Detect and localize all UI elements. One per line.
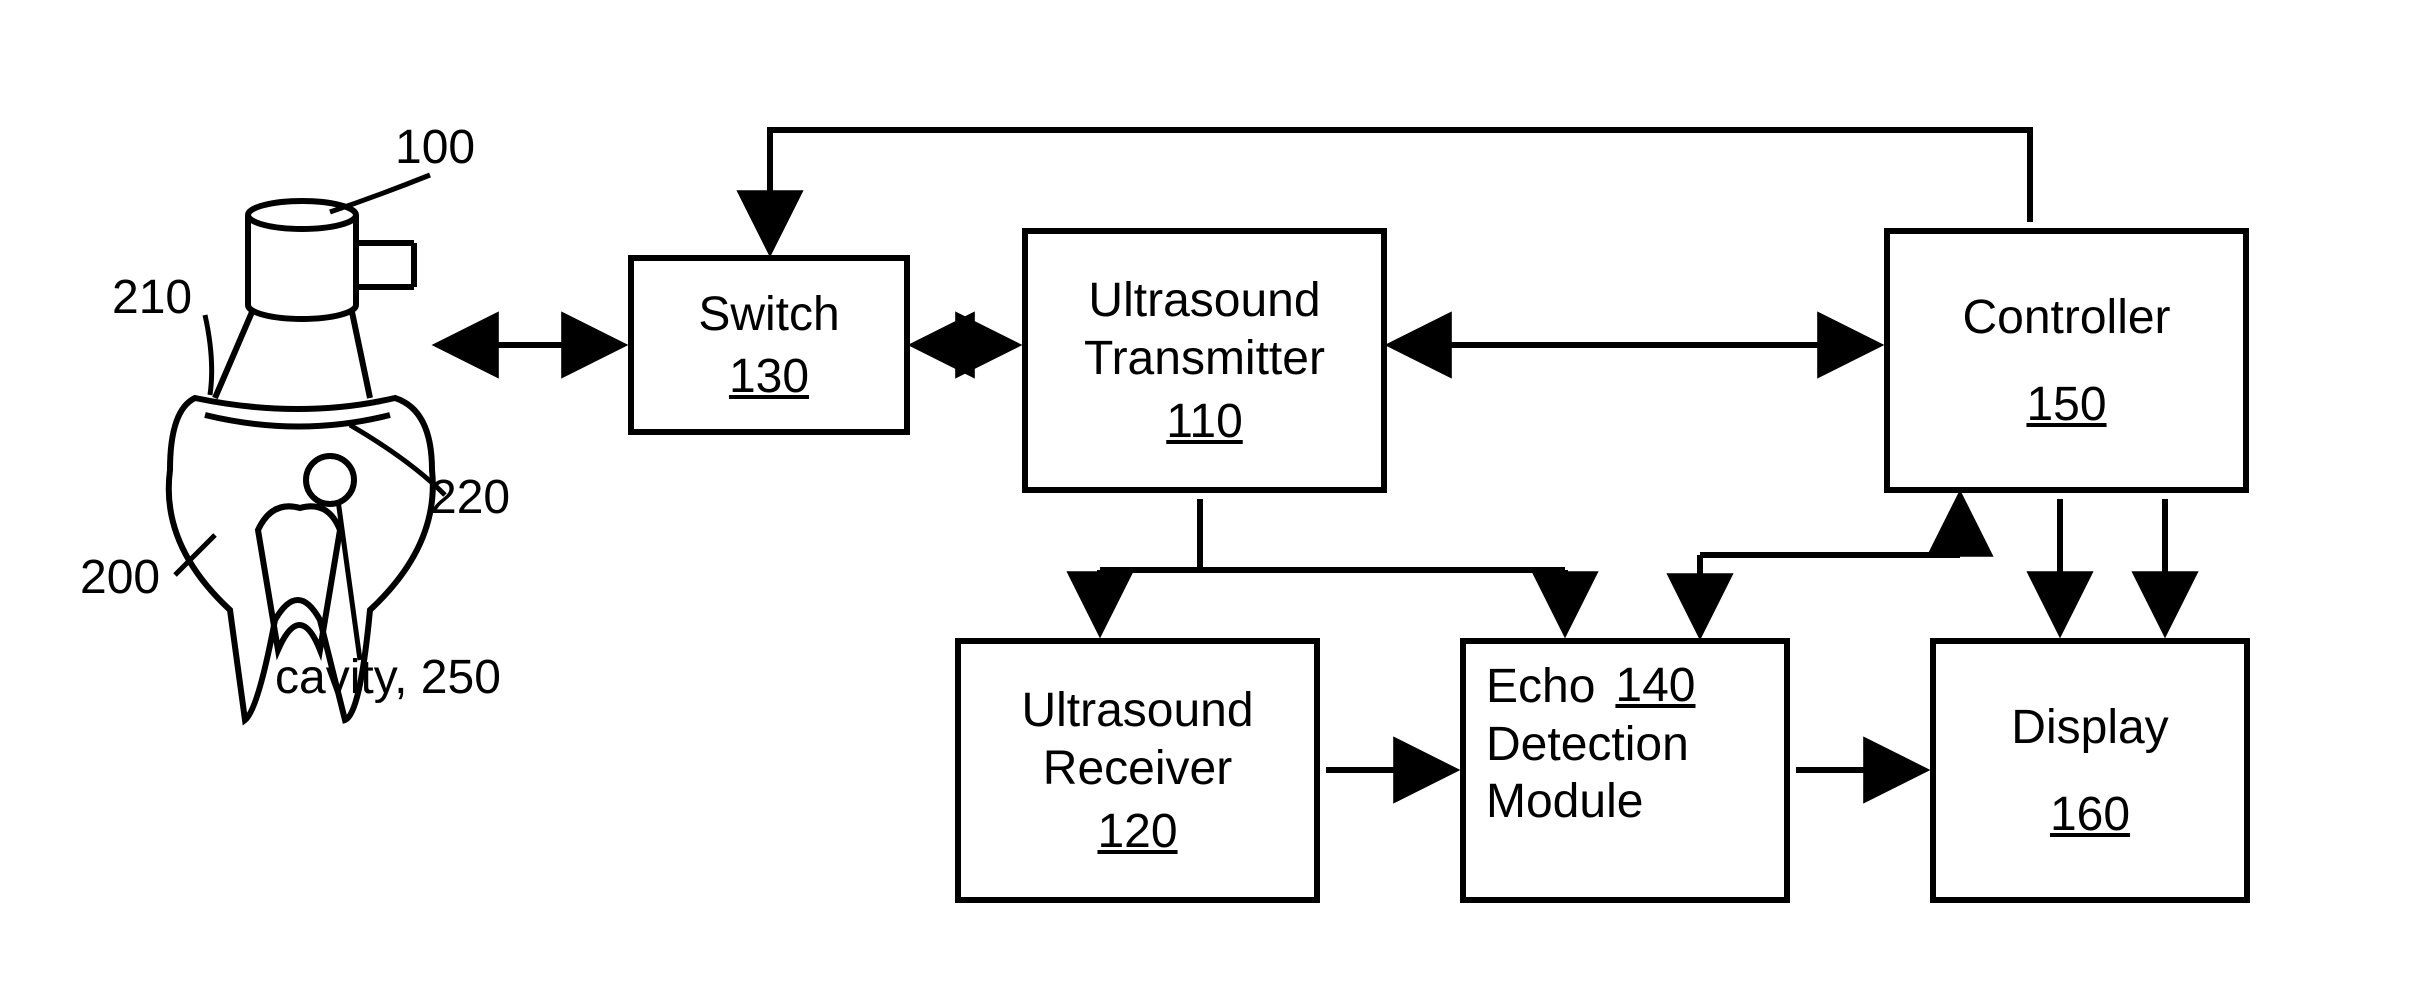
switch-num: 130 [729, 349, 809, 404]
controller-label: Controller [1962, 289, 2170, 347]
echo-label-pre: Echo [1486, 658, 1595, 716]
diagram-canvas: Switch 130 Ultrasound Transmitter 110 Co… [0, 0, 2435, 992]
echo-num: 140 [1615, 658, 1695, 716]
echo-label-rest: Detection Module [1486, 716, 1689, 831]
receiver-block: Ultrasound Receiver 120 [955, 638, 1320, 903]
switch-block: Switch 130 [628, 255, 910, 435]
receiver-num: 120 [1097, 804, 1177, 859]
transmitter-num: 110 [1166, 394, 1243, 449]
transducer-drawing [215, 201, 414, 398]
receiver-label: Ultrasound Receiver [1021, 682, 1253, 797]
ref-220: 220 [430, 470, 510, 525]
echo-block: Echo 140 Detection Module [1460, 638, 1790, 903]
controller-block: Controller 150 [1884, 228, 2249, 493]
switch-label: Switch [698, 286, 839, 344]
display-label: Display [2011, 699, 2168, 757]
transmitter-label: Ultrasound Transmitter [1084, 272, 1325, 387]
ref-210: 210 [112, 270, 192, 325]
display-block: Display 160 [1930, 638, 2250, 903]
transmitter-block: Ultrasound Transmitter 110 [1022, 228, 1387, 493]
ref-200: 200 [80, 550, 160, 605]
cavity-label: cavity, 250 [275, 650, 501, 705]
display-num: 160 [2050, 787, 2130, 842]
ref-100: 100 [395, 120, 475, 175]
controller-num: 150 [2026, 377, 2106, 432]
